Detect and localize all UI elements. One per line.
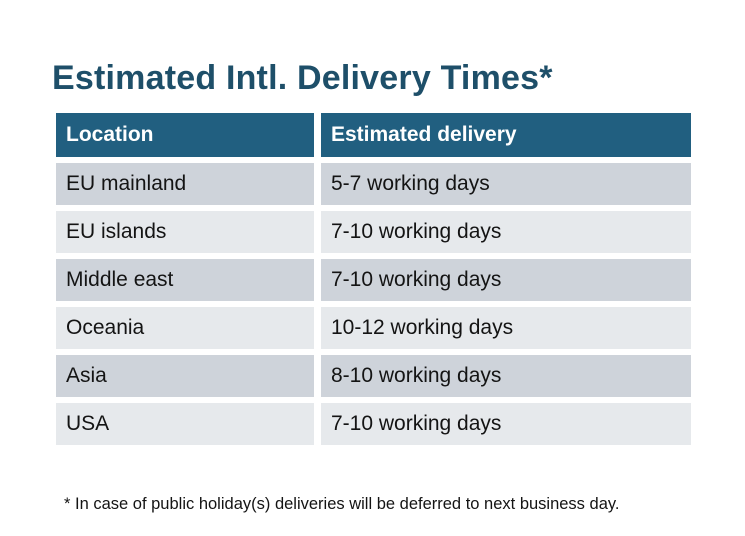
location-cell: Middle east xyxy=(56,259,314,301)
column-header-location: Location xyxy=(56,113,314,157)
delivery-times-table: Location Estimated delivery EU mainland … xyxy=(56,113,691,445)
delivery-cell: 8-10 working days xyxy=(321,355,691,397)
location-cell: Asia xyxy=(56,355,314,397)
delivery-cell: 10-12 working days xyxy=(321,307,691,349)
delivery-cell: 5-7 working days xyxy=(321,163,691,205)
delivery-cell: 7-10 working days xyxy=(321,211,691,253)
location-cell: EU mainland xyxy=(56,163,314,205)
page-title: Estimated Intl. Delivery Times* xyxy=(52,58,553,97)
delivery-cell: 7-10 working days xyxy=(321,403,691,445)
footnote: * In case of public holiday(s) deliverie… xyxy=(64,494,620,513)
location-cell: Oceania xyxy=(56,307,314,349)
location-cell: USA xyxy=(56,403,314,445)
location-cell: EU islands xyxy=(56,211,314,253)
column-header-estimated-delivery: Estimated delivery xyxy=(321,113,691,157)
delivery-cell: 7-10 working days xyxy=(321,259,691,301)
